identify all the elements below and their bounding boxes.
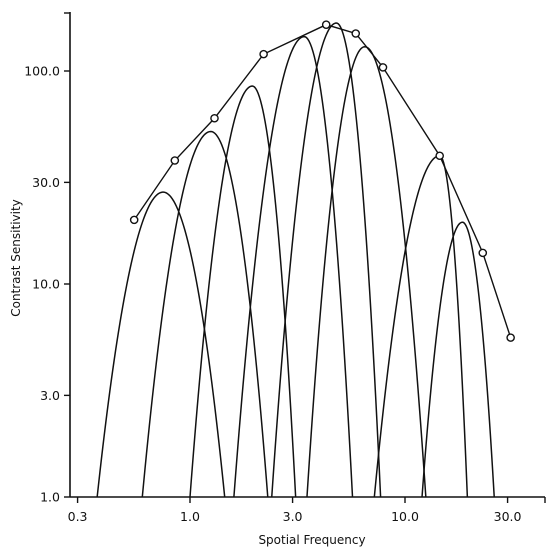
x-tick-label: 10.0 [391, 509, 419, 524]
x-axis-title: Spotial Frequency [258, 533, 365, 547]
y-tick-label: 10.0 [32, 277, 60, 292]
envelope-point [259, 49, 268, 59]
channel-curve-5 [271, 22, 382, 497]
channel-curves [96, 22, 495, 497]
envelope-point [321, 20, 331, 29]
channel-curve-8 [421, 221, 495, 497]
y-tick-label: 100.0 [24, 64, 60, 79]
channel-curve-1 [96, 191, 226, 497]
y-tick-label: 3.0 [40, 388, 60, 403]
channel-curve-4 [233, 35, 354, 497]
channel-curve-7 [373, 155, 469, 497]
x-axis-ticks: 0.3 1.0 3.0 10.0 30.0 [68, 497, 546, 524]
x-tick-label: 30.0 [494, 509, 522, 524]
envelope-line [133, 23, 512, 338]
envelope-point [435, 151, 444, 161]
channel-curve-3 [189, 85, 297, 497]
y-axis-ticks: 1.0 3.0 10.0 30.0 100.0 [24, 12, 70, 505]
envelope-point [378, 63, 388, 72]
channel-curve-2 [141, 130, 269, 497]
envelope-point [170, 156, 180, 165]
envelope-point [351, 29, 361, 38]
envelope-point [506, 333, 515, 342]
envelope-point [129, 215, 139, 225]
x-tick-label: 3.0 [283, 509, 303, 524]
x-tick-label: 1.0 [180, 509, 200, 524]
y-tick-label: 1.0 [40, 490, 60, 505]
x-tick-label: 0.3 [68, 509, 88, 524]
envelope-point [478, 248, 488, 258]
envelope-point [210, 113, 219, 123]
y-axis-title: Contrast Sensitivity [9, 199, 23, 317]
y-tick-label: 30.0 [32, 175, 60, 190]
envelope-series [129, 20, 515, 342]
